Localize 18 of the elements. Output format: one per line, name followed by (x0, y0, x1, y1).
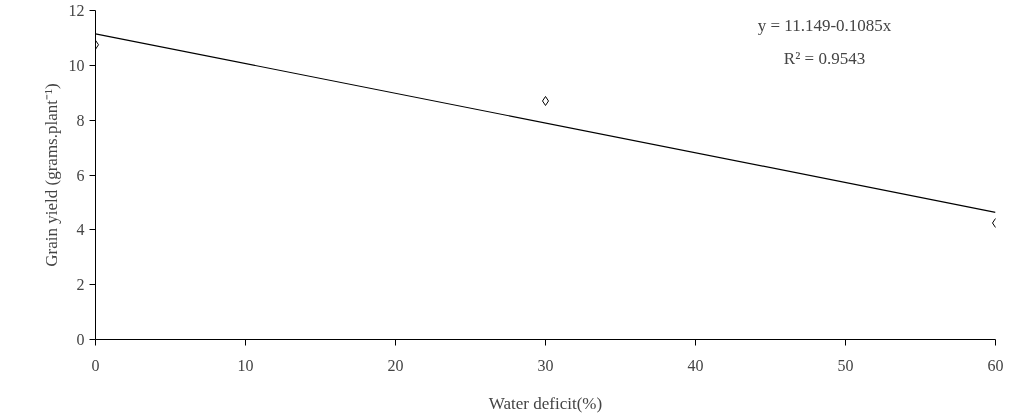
y-axis-title: Grain yield (grams.plant⁻¹) (41, 83, 61, 267)
y-tick-label: 12 (68, 2, 85, 19)
x-tick-label: 10 (237, 356, 254, 374)
y-tick-label: 2 (76, 276, 85, 294)
y-tick-label: 0 (76, 331, 85, 348)
x-tick-label: 40 (687, 356, 704, 374)
annotation: y = 11.149-0.1085x (757, 15, 892, 35)
annotation: R² = 0.9543 (783, 48, 866, 68)
x-tick-label: 30 (537, 356, 554, 374)
y-tick-label: 10 (68, 56, 85, 74)
x-tick-label: 0 (91, 356, 100, 374)
x-axis-title: Water deficit(%) (488, 393, 603, 413)
y-tick-label: 8 (76, 111, 85, 129)
x-tick-label: 60 (987, 356, 1004, 374)
x-tick-label: 20 (387, 356, 404, 374)
y-tick-label: 6 (76, 166, 85, 184)
x-tick-label: 50 (837, 356, 854, 374)
y-tick-label: 4 (76, 221, 85, 239)
